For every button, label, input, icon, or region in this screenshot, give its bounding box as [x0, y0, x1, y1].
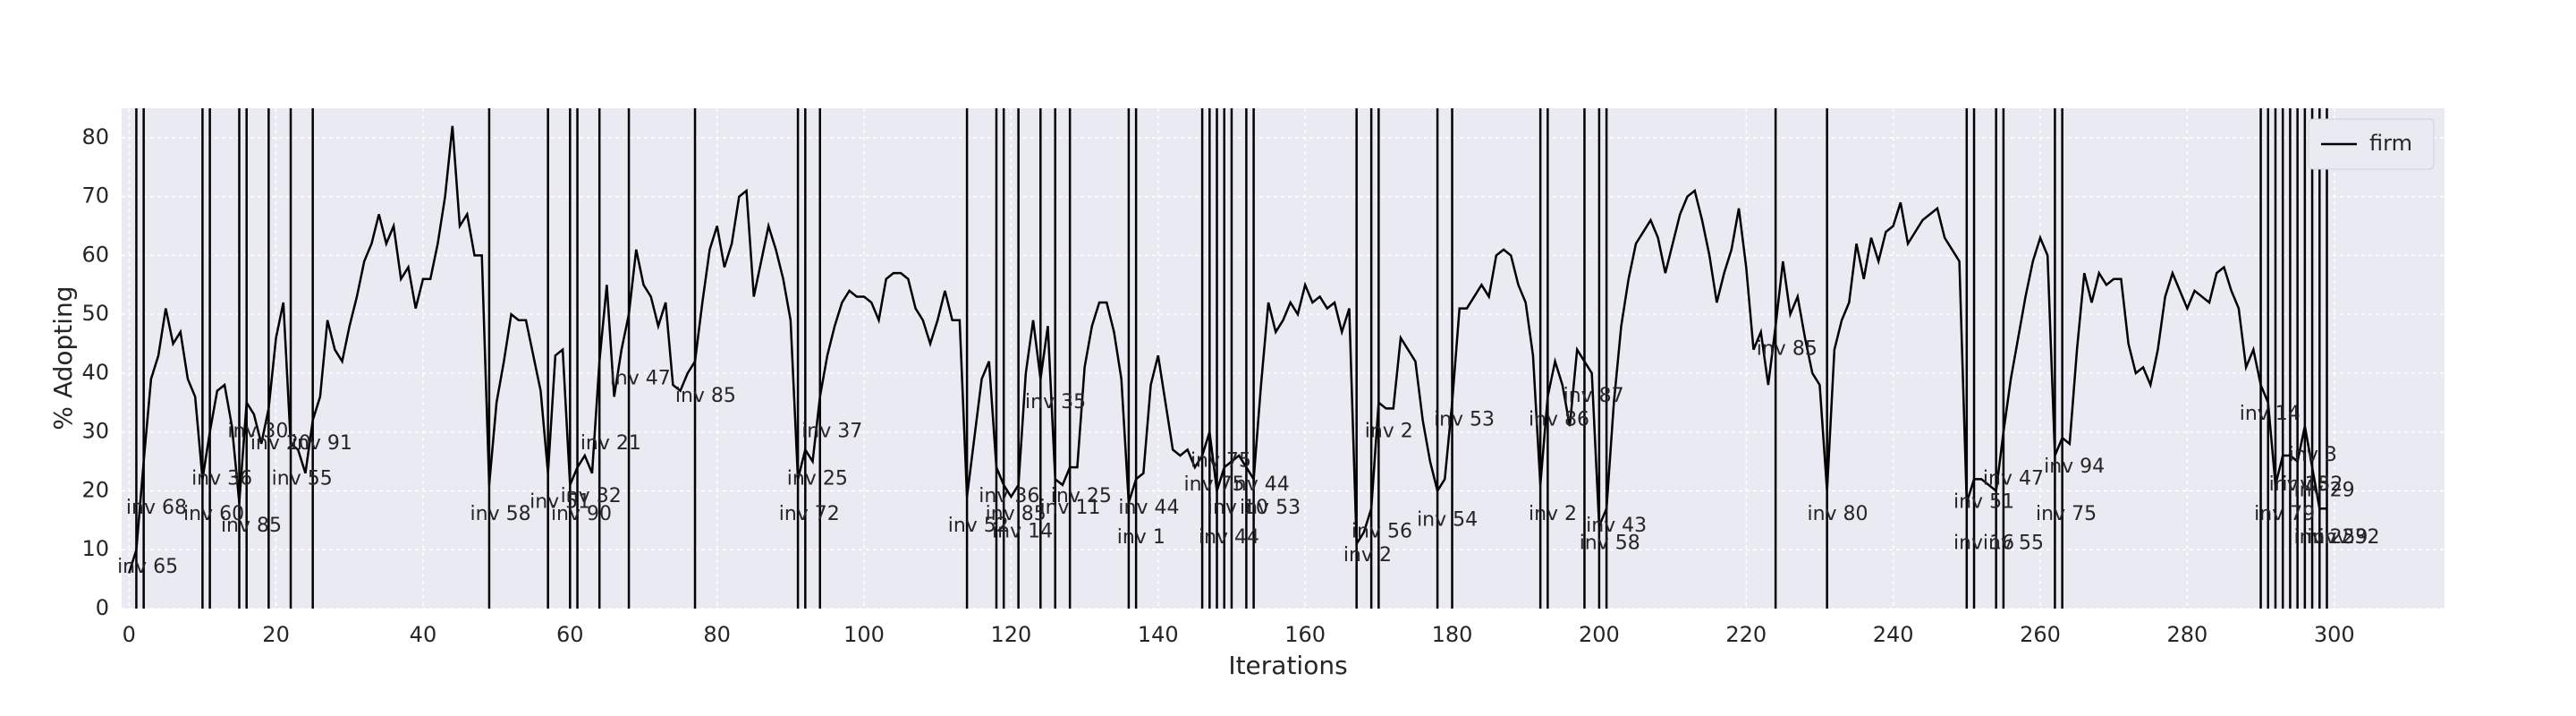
x-tick-label: 220	[1725, 622, 1767, 647]
annotation: inv 44	[1229, 473, 1290, 496]
annotation: inv 87	[1563, 385, 1624, 407]
grid	[122, 108, 2445, 609]
x-tick-label: 240	[1873, 622, 1914, 647]
x-tick-label: 40	[410, 622, 437, 647]
annotation: inv 60	[183, 503, 244, 525]
annotation: inv 91	[292, 432, 352, 455]
annotation: inv 25	[1051, 485, 1112, 507]
x-axis-label: Iterations	[1228, 651, 1347, 680]
annotation: inv 79	[2254, 503, 2315, 525]
annotation: inv 10	[1208, 497, 1268, 519]
annotation: inv 54	[1417, 508, 1478, 531]
y-tick-label: 10	[81, 536, 109, 561]
series-line	[128, 125, 2327, 574]
annotation: inv 47	[1983, 467, 2044, 490]
x-tick-label: 260	[2020, 622, 2061, 647]
x-tick-label: 0	[123, 622, 136, 647]
annotation: inv 1	[1117, 526, 1165, 549]
x-tick-label: 180	[1432, 622, 1473, 647]
x-tick-label: 120	[991, 622, 1032, 647]
y-tick-label: 50	[81, 301, 109, 326]
y-tick-label: 20	[81, 477, 109, 502]
annotation: inv 53	[1240, 497, 1301, 519]
x-tick-label: 20	[262, 622, 290, 647]
annotation: inv 65	[117, 556, 178, 578]
annotation: inv 21	[580, 432, 641, 455]
x-tick-label: 100	[843, 622, 885, 647]
y-tick-label: 40	[81, 360, 109, 385]
annotation: inv 58	[1580, 533, 1640, 555]
annotation: inv 55	[272, 467, 333, 490]
annotation: inv 80	[1807, 503, 1868, 525]
annotation: inv 13	[2269, 473, 2330, 496]
annotation: inv 44	[1118, 497, 1179, 519]
annotation: inv 58	[470, 503, 531, 525]
annotation: inv 94	[2044, 456, 2105, 478]
annotation: inv 25	[787, 467, 848, 490]
annotation: inv 30	[227, 421, 288, 443]
annotation: inv 11	[1039, 497, 1100, 519]
annotation: inv 36	[979, 485, 1039, 507]
annotation: inv 85	[675, 385, 736, 407]
annotation: inv 53	[1434, 409, 1495, 431]
annotation: inv 68	[126, 497, 187, 519]
y-tick-label: 30	[81, 419, 109, 444]
annotation: inv 51	[1953, 491, 2014, 514]
x-tick-label: 60	[556, 622, 584, 647]
annotation: inv 29	[2294, 479, 2355, 501]
annotation: inv 75	[1191, 450, 1251, 473]
annotation: inv 47	[610, 368, 671, 390]
plot-area	[122, 108, 2445, 609]
annotation: inv 72	[779, 503, 840, 525]
y-tick-label: 0	[96, 595, 109, 620]
annotation: inv 14	[2240, 403, 2301, 425]
annotation: inv 85	[221, 515, 282, 537]
annotation: inv 75	[2036, 503, 2097, 525]
annotation: inv 2	[1365, 421, 1413, 443]
annotation: inv 55	[1983, 533, 2044, 555]
legend-box	[2308, 118, 2435, 170]
annotation: inv 85	[986, 503, 1046, 525]
annotation: inv 44	[1199, 526, 1259, 549]
x-tick-label: 140	[1138, 622, 1179, 647]
legend: firm	[2308, 118, 2435, 170]
annotation: inv 2	[1529, 503, 1577, 525]
annotation: inv 3	[2289, 444, 2337, 466]
legend-label: firm	[2369, 131, 2412, 156]
annotation: inv 59	[2307, 526, 2368, 549]
annotation: inv 90	[551, 503, 612, 525]
annotation: inv 14	[992, 521, 1053, 543]
annotation: inv 52	[2282, 473, 2343, 496]
annotation: inv 36	[191, 467, 252, 490]
annotation: inv 75	[1184, 473, 1245, 496]
y-tick-label: 60	[81, 242, 109, 267]
x-tick-label: 280	[2166, 622, 2207, 647]
x-tick-label: 300	[2314, 622, 2355, 647]
y-axis-label: % Adopting	[48, 286, 78, 430]
x-tick-label: 80	[703, 622, 731, 647]
annotation: inv 20	[250, 432, 311, 455]
annotation: inv 56	[1352, 521, 1412, 543]
y-tick-label: 70	[81, 183, 109, 209]
annotation: inv 32	[2318, 526, 2379, 549]
annotation: inv 43	[1586, 515, 1647, 537]
annotation: inv 51	[530, 491, 590, 514]
annotation: inv 37	[801, 421, 862, 443]
annotation: inv 85	[1757, 338, 1818, 361]
annotation: inv 22	[2294, 526, 2355, 549]
annotation: inv 86	[1529, 409, 1589, 431]
x-tick-label: 200	[1579, 622, 1620, 647]
annotation: inv 32	[561, 485, 622, 507]
annotation: inv 16	[1953, 533, 2014, 555]
x-tick-label: 160	[1284, 622, 1326, 647]
annotation: inv 2	[1343, 544, 1392, 567]
annotation: inv 35	[1025, 391, 1086, 413]
y-tick-label: 80	[81, 124, 109, 149]
annotation: inv 52	[948, 515, 1009, 537]
